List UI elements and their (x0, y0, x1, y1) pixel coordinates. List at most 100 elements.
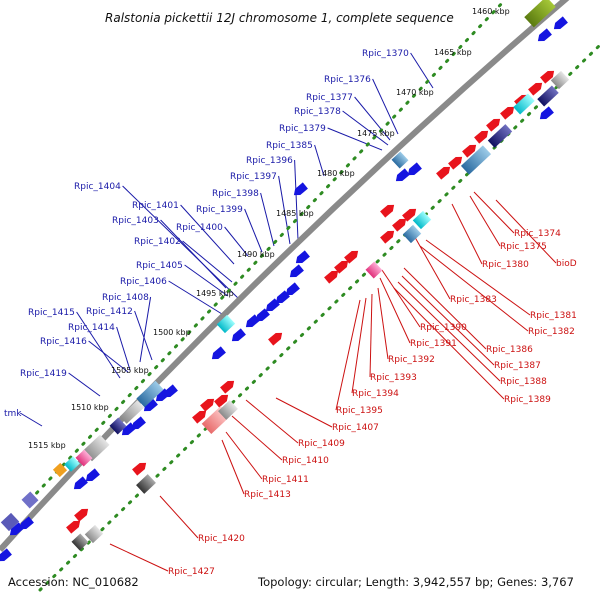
chromosome-backbone (0, 0, 570, 553)
forward-gene-arrow (324, 270, 339, 284)
reverse-label-leader (182, 240, 233, 283)
reverse-gene-arrow (553, 16, 568, 30)
forward-label-leader (275, 397, 333, 428)
forward-gene-arrow (528, 82, 543, 96)
forward-gene-arrow (474, 130, 489, 144)
forward-gene-arrow (220, 380, 235, 394)
reverse-gene-arrow (285, 282, 300, 296)
feature-boxes (0, 0, 570, 551)
forward-gene-arrow (66, 520, 81, 534)
reverse-label-leader (354, 96, 391, 141)
reverse-gene-arrow (231, 328, 246, 342)
reverse-gene-label: Rpic_1404 (74, 182, 121, 192)
topology-summary: Topology: circular; Length: 3,942,557 bp… (257, 575, 574, 589)
reverse-gene-arrow (295, 250, 310, 264)
reverse-gene-arrow (395, 168, 410, 182)
forward-gene-arrow (132, 462, 147, 476)
feature-box (487, 124, 513, 148)
forward-label-leader (451, 203, 483, 265)
feature-box (109, 417, 127, 435)
forward-gene-arrow (380, 230, 395, 244)
forward-gene-label: Rpic_1380 (482, 260, 529, 270)
kbp-label: 1510 kbp (71, 403, 109, 412)
reverse-label-leader (116, 326, 131, 371)
reverse-gene-label: Rpic_1402 (134, 237, 181, 247)
reverse-gene-label: Rpic_1370 (362, 49, 409, 59)
forward-gene-label: Rpic_1392 (388, 355, 435, 365)
forward-gene-label: Rpic_1410 (282, 456, 329, 466)
feature-box (0, 512, 20, 532)
kbp-label: 1485 kbp (276, 209, 314, 218)
feature-box (82, 434, 110, 462)
reverse-gene-label: Rpic_1406 (120, 277, 167, 287)
reverse-gene-label: Rpic_1415 (28, 308, 75, 318)
reverse-label-leader (372, 78, 399, 135)
reverse-label-leader (68, 372, 101, 397)
reverse-gene-arrow (537, 28, 552, 42)
label-leader-lines (19, 52, 557, 572)
feature-box (460, 145, 492, 175)
reverse-gene-label: Rpic_1385 (266, 141, 313, 151)
forward-label-leader (231, 415, 283, 461)
forward-gene-arrow (448, 156, 463, 170)
reverse-gene-arrow (131, 416, 146, 430)
forward-gene-label: Rpic_1427 (168, 567, 215, 577)
kbp-label: 1475 kbp (357, 129, 395, 138)
reverse-gene-label: Rpic_1416 (40, 337, 87, 347)
kbp-label: 1500 kbp (153, 328, 191, 337)
feature-box (402, 224, 422, 244)
forward-gene-label: Rpic_1381 (530, 311, 577, 321)
reverse-label-leader (410, 52, 434, 89)
forward-gene-label: Rpic_1409 (298, 439, 345, 449)
reverse-label-leader (122, 185, 241, 301)
reverse-gene-label: Rpic_1376 (324, 75, 371, 85)
forward-gene-label: Rpic_1388 (500, 377, 547, 387)
feature-box (52, 462, 68, 478)
kbp-labels: 1460 kbp 1465 kbp 1470 kbp 1475 kbp 1480 kbp… (28, 7, 510, 450)
forward-gene-label: Rpic_1389 (504, 395, 551, 405)
forward-gene-arrow (214, 394, 229, 408)
reverse-label-leader (224, 226, 249, 257)
kbp-label: 1490 kbp (237, 250, 275, 259)
forward-label-leader (221, 439, 245, 495)
forward-gene-label: Rpic_1391 (410, 339, 457, 349)
feature-box (84, 524, 104, 544)
feature-box (75, 449, 93, 467)
reverse-gene-arrow (539, 106, 554, 120)
kbp-label: 1515 kbp (28, 441, 66, 450)
feature-box (71, 533, 89, 551)
accession-text: Accession: NC_010682 (8, 575, 139, 589)
kbp-label: 1470 kbp (396, 88, 434, 97)
forward-gene-label: Rpic_1390 (420, 323, 467, 333)
forward-gene-label: Rpic_1393 (370, 373, 417, 383)
forward-label-leader (377, 287, 389, 360)
reverse-gene-label: Rpic_1419 (20, 369, 67, 379)
reverse-gene-arrow (19, 516, 34, 530)
feature-box (119, 400, 145, 424)
reverse-gene-label: Rpic_1400 (176, 223, 223, 233)
reverse-label-leader (294, 159, 299, 241)
forward-label-leader (245, 399, 299, 444)
reverse-label-leader (327, 127, 383, 151)
feature-box (537, 85, 559, 107)
forward-gene-arrow (500, 106, 515, 120)
forward-gene-arrow (402, 208, 417, 222)
reverse-label-leader (314, 144, 325, 177)
forward-label-leader (381, 269, 421, 328)
reverse-gene-arrow (245, 314, 260, 328)
feature-box (21, 491, 39, 509)
kbp-label: 1495 kbp (196, 289, 234, 298)
feature-box (513, 93, 535, 115)
feature-box (216, 314, 236, 334)
forward-gene-label: Rpic_1374 (514, 229, 561, 239)
forward-label-leader (393, 287, 505, 400)
reverse-gene-arrow (0, 548, 12, 562)
forward-label-leader (495, 199, 557, 264)
reverse-gene-label: tmk (4, 409, 22, 419)
forward-label-leader (159, 495, 199, 539)
tick-row-outer (28, 0, 507, 502)
reverse-label-leader (184, 264, 229, 297)
reverse-label-leader (168, 280, 223, 315)
reverse-gene-arrow (85, 468, 100, 482)
